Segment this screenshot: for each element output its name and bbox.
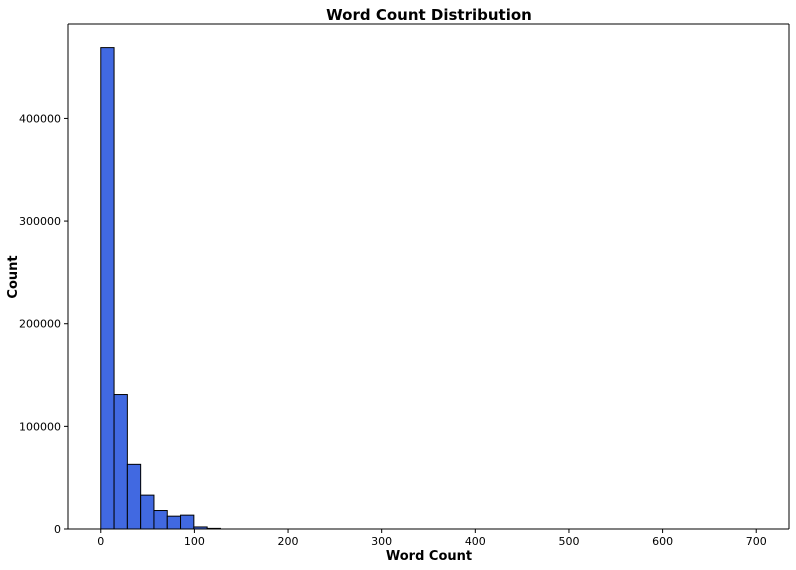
histogram-bar bbox=[140, 494, 155, 530]
y-tick-label: 100000 bbox=[19, 420, 61, 433]
x-tick-label: 300 bbox=[371, 535, 392, 548]
histogram-bar bbox=[126, 463, 142, 530]
plot-frame bbox=[67, 23, 790, 530]
x-axis-ticks: 0 100 200 300 400 500 600 700 bbox=[97, 529, 767, 548]
histogram-bar bbox=[100, 47, 115, 530]
y-axis-ticks: 0 100000 200000 300000 400000 bbox=[19, 112, 68, 536]
y-tick-label: 300000 bbox=[19, 215, 61, 228]
y-tick-label: 400000 bbox=[19, 112, 61, 125]
chart-title: Word Count Distribution bbox=[326, 6, 532, 24]
y-tick-label: 0 bbox=[54, 523, 61, 536]
histogram-bar bbox=[166, 515, 182, 530]
histogram-bar bbox=[180, 514, 195, 530]
x-tick-label: 500 bbox=[558, 535, 579, 548]
histogram-bar bbox=[153, 510, 168, 530]
histogram-bar bbox=[113, 394, 128, 530]
y-tick-label: 200000 bbox=[19, 318, 61, 331]
x-tick-label: 200 bbox=[278, 535, 299, 548]
x-tick-label: 700 bbox=[746, 535, 767, 548]
x-tick-label: 0 bbox=[97, 535, 104, 548]
x-axis-label: Word Count bbox=[386, 549, 472, 564]
x-tick-label: 400 bbox=[465, 535, 486, 548]
plot-background bbox=[68, 24, 789, 529]
y-axis-label: Count bbox=[6, 255, 21, 298]
x-tick-label: 600 bbox=[652, 535, 673, 548]
x-tick-label: 100 bbox=[184, 535, 205, 548]
